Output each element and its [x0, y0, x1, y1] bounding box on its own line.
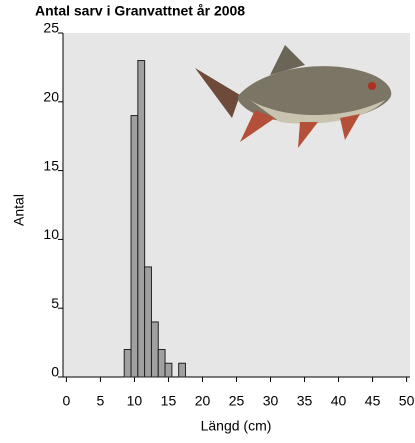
bar [164, 362, 173, 378]
x-tick-label: 30 [263, 393, 279, 409]
bar [123, 348, 132, 378]
x-tick-label: 15 [161, 393, 177, 409]
x-tick-label: 0 [63, 393, 71, 409]
x-tick-label: 45 [365, 393, 381, 409]
y-tick-label: 20 [43, 89, 59, 105]
x-tick-label: 40 [331, 393, 347, 409]
y-axis-label: Antal [11, 194, 27, 226]
bar [157, 348, 166, 378]
y-tick-label: 25 [43, 20, 59, 36]
bar [137, 60, 146, 378]
x-tick-label: 20 [195, 393, 211, 409]
x-axis-label: Längd (cm) [201, 418, 272, 434]
bar [130, 115, 139, 378]
x-tick-label: 10 [127, 393, 143, 409]
bar [150, 321, 159, 378]
x-tick-label: 5 [97, 393, 105, 409]
y-tick-label: 10 [43, 226, 59, 242]
y-tick-label: 5 [51, 295, 59, 311]
bar [144, 266, 152, 378]
x-tick-label: 35 [297, 393, 313, 409]
bar [178, 362, 186, 378]
x-tick-label: 25 [229, 393, 245, 409]
chart-title: Antal sarv i Granvattnet år 2008 [35, 3, 245, 19]
y-tick-label: 15 [43, 157, 59, 173]
x-tick-label: 50 [399, 393, 415, 409]
y-tick-label: 0 [51, 364, 59, 380]
fish-illustration [195, 45, 392, 148]
